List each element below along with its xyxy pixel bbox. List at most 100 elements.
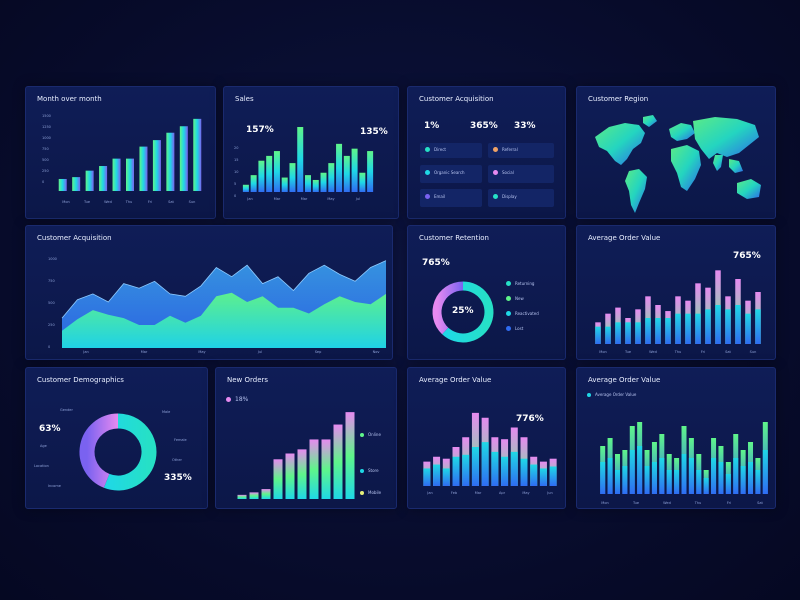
new-dot-icon (506, 296, 511, 301)
demo-label: Location (34, 464, 49, 468)
aov-bar-bottom (674, 470, 680, 494)
x-tick-label: Mar (141, 350, 148, 354)
direct-dot-icon (425, 147, 430, 152)
x-tick-label: Mon (601, 501, 608, 505)
demographics-donut-chart (79, 413, 157, 491)
orders-bar (297, 449, 307, 499)
orders-legend-item: Online (368, 432, 381, 437)
aov-bar-bottom (666, 470, 672, 494)
acq-card-direct[interactable]: Direct (420, 143, 482, 158)
aov-bar-bottom (481, 442, 489, 486)
sales-stat-right: 135% (360, 127, 388, 137)
y-tick-label: 500 (48, 301, 55, 305)
panel-title: Customer Demographics (37, 376, 124, 384)
panel-title: Customer Region (588, 95, 649, 103)
y-tick-label: 250 (42, 169, 49, 173)
x-tick-label: Wed (104, 200, 112, 204)
month-bar (58, 178, 67, 191)
aov-bar-bottom (615, 322, 621, 344)
sales-bar-chart: 20 15 10 5 0 Jan Mar Mar May Jul (234, 127, 374, 201)
demo-label: Female (174, 438, 187, 442)
orders-bar (333, 424, 343, 499)
month-bar (72, 177, 81, 191)
acq-card-label: Organic Search (434, 170, 465, 175)
acq-card-referral[interactable]: Referral (488, 143, 554, 158)
donut-slice (79, 413, 119, 488)
australia-shape (737, 179, 761, 199)
x-tick-label: May (198, 350, 205, 354)
online-dot-icon (360, 432, 364, 437)
mobile-dot-icon (360, 490, 364, 495)
x-tick-label: Fri (148, 200, 152, 204)
y-tick-label: 1000 (48, 257, 57, 261)
x-tick-label: Sat (757, 501, 763, 505)
month-bar-chart: 1500 1250 1000 750 500 250 0 Mon Tue Wed Thu Fri Sat… (42, 114, 202, 204)
donut-slice (442, 281, 494, 343)
retention-donut-chart (432, 281, 494, 343)
acq-card-organic[interactable]: Organic Search (420, 165, 482, 183)
sales-bar (289, 163, 296, 192)
x-tick-label: Sun (750, 350, 757, 354)
sales-bar (297, 127, 304, 192)
orders-bar-chart (237, 412, 355, 499)
aov-bar-bottom (675, 313, 681, 344)
y-tick-label: 1250 (42, 125, 51, 129)
email-dot-icon (425, 194, 430, 199)
orders-bar (237, 494, 247, 499)
asia-shape (693, 117, 759, 159)
x-tick-label: Wed (663, 501, 671, 505)
africa-shape (671, 145, 701, 191)
aov-bar-bottom (651, 462, 657, 494)
x-tick-label: Tue (632, 501, 639, 505)
aov-bar-bottom (695, 313, 701, 344)
aov-bar-bottom (462, 454, 470, 486)
aov-last-bar-chart: Mon Tue Wed Thu Fri Sat (600, 422, 768, 505)
x-tick-label: Mar (301, 197, 308, 201)
aov-bar-bottom (655, 318, 661, 344)
aov-bar-bottom (740, 466, 746, 494)
sales-bar (351, 148, 358, 192)
acq-card-social[interactable]: Social (488, 165, 554, 183)
panel-title: Average Order Value (588, 234, 661, 242)
y-tick-label: 500 (42, 158, 49, 162)
x-tick-label: Sun (189, 200, 196, 204)
x-tick-label: Wed (649, 350, 657, 354)
orders-bar (261, 489, 271, 499)
x-tick-label: Jul (355, 197, 360, 201)
panel-title: Average Order Value (419, 376, 492, 384)
x-tick-label: Tue (624, 350, 631, 354)
sales-bar (305, 175, 311, 192)
aov-bar-bottom (614, 470, 620, 494)
y-tick-label: 20 (234, 146, 238, 150)
acq-card-label: Display (502, 194, 517, 199)
returning-dot-icon (506, 281, 511, 286)
orders-dot-icon (226, 397, 231, 402)
panel-customer-acquisition-area: Customer Acquisition 1000 750 500 250 0 Jan Ma… (25, 225, 393, 360)
aov-bar-bottom (622, 466, 628, 494)
month-bar (193, 118, 202, 191)
panel-sales: Sales 157% 135% 20 15 10 5 0 Jan Mar Mar May Jul (223, 86, 399, 219)
aov-bar-bottom (718, 462, 724, 494)
sales-bar (312, 179, 319, 192)
acq-card-display[interactable]: Display (488, 189, 554, 207)
month-bar (126, 158, 134, 191)
aov-bar-bottom (539, 468, 547, 486)
aov-bar-bottom (520, 458, 528, 486)
aov-bar-bottom (762, 450, 768, 494)
organic-dot-icon (425, 170, 430, 175)
month-bar (139, 146, 148, 191)
orders-bar (309, 439, 319, 499)
display-dot-icon (493, 194, 498, 199)
acq-card-email[interactable]: Email (420, 189, 482, 207)
orders-legend-item: Mobile (368, 490, 382, 495)
aov-bar-bottom (725, 474, 731, 494)
panel-title: Customer Retention (419, 234, 489, 242)
panel-average-order-value-last: Average Order Value Average Order Value … (576, 367, 776, 509)
month-bar (99, 166, 108, 191)
india-shape (713, 155, 723, 171)
aov-last-legend: Average Order Value (595, 392, 637, 397)
aov-bar-bottom (471, 447, 479, 486)
demo-label: Gender (60, 408, 73, 412)
x-tick-label: Thu (125, 200, 133, 204)
x-tick-label: Apr (499, 491, 506, 495)
